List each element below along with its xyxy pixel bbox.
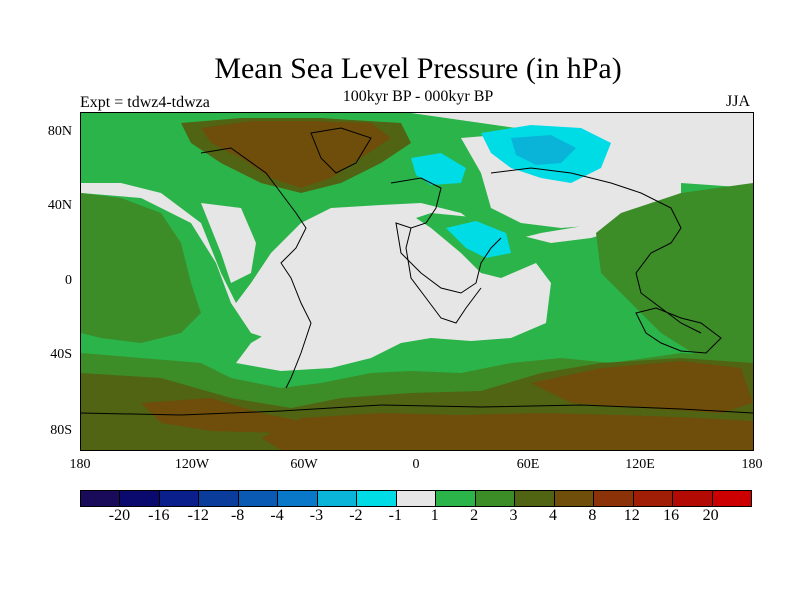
colorbar-label: -8	[230, 507, 245, 524]
y-tick-40N: 40N	[47, 198, 72, 213]
colorbar-label: -12	[187, 507, 209, 524]
colorbar-swatch	[673, 491, 713, 506]
x-tick-180e: 180	[741, 457, 763, 472]
colorbar-swatch	[436, 491, 476, 506]
colorbar-swatch	[357, 491, 397, 506]
contour-pos4-southpacific	[141, 398, 311, 433]
colorbar-label: 2	[470, 507, 479, 524]
colorbar-swatch	[238, 491, 279, 506]
colorbar-label: 8	[588, 507, 597, 524]
colorbar-label: -20	[108, 507, 131, 524]
x-tick-180w: 180	[69, 457, 91, 472]
anomaly-map	[81, 113, 753, 450]
contour-neg2-eurasia	[511, 135, 576, 165]
colorbar-label: -3	[309, 507, 324, 524]
map-subtitle: 100kyr BP - 000kyr BP	[342, 88, 494, 105]
x-tick-0: 0	[412, 457, 420, 472]
colorbar-swatch	[554, 491, 595, 506]
colorbar-label: 20	[702, 507, 719, 524]
contour-pos4-antarctic	[261, 413, 753, 450]
y-tick-80N: 80N	[47, 124, 72, 139]
colorbar-label: 12	[623, 507, 640, 524]
y-tick-80S: 80S	[50, 423, 72, 438]
season-label: JJA	[725, 93, 750, 110]
colorbar-swatch	[712, 491, 751, 506]
experiment-label: Expt = tdwz4-tdwza	[80, 94, 210, 111]
x-tick-60w: 60W	[290, 457, 318, 472]
colorbar-swatch	[159, 491, 200, 506]
colorbar-label: 16	[663, 507, 680, 524]
colorbar-swatch	[120, 491, 160, 506]
colorbar-swatch	[594, 491, 634, 506]
contour-neg1-mideast	[446, 221, 511, 258]
contour-pos2-pacific	[81, 193, 201, 343]
contour-pos4-southindian	[531, 361, 753, 413]
contour-pos4-arctic	[201, 121, 391, 188]
coastlines	[81, 127, 753, 416]
colorbar-labels: -20 -16 -12 -8 -4 -3 -2 -1 1 2 3 4 8 12 16 20	[0, 507, 800, 529]
y-tick-0: 0	[65, 273, 72, 288]
colorbar-label: 4	[548, 507, 557, 524]
map-title: Mean Sea Level Pressure (in hPa)	[214, 52, 622, 85]
colorbar-swatch	[278, 491, 318, 506]
colorbar-label: 1	[430, 507, 439, 524]
x-tick-120e: 120E	[625, 457, 655, 472]
colorbar-swatch	[475, 491, 516, 506]
colorbar-label: -16	[148, 507, 170, 524]
contour-neg1-europe	[411, 153, 466, 185]
x-tick-60e: 60E	[516, 457, 540, 472]
colorbar-swatch	[515, 491, 555, 506]
map-panel	[80, 112, 754, 451]
colorbar-swatch	[317, 491, 358, 506]
colorbar-swatch	[199, 491, 239, 506]
colorbar-label: -2	[349, 507, 363, 524]
colorbar	[80, 490, 752, 507]
colorbar-label: -4	[270, 507, 284, 524]
colorbar-label: -1	[388, 507, 402, 524]
colorbar-label: 3	[509, 507, 518, 524]
colorbar-swatch	[81, 491, 121, 506]
y-tick-40S: 40S	[50, 347, 72, 362]
contour-neutral-eastpacific	[201, 203, 256, 283]
contour-pos2-indopacific	[596, 183, 753, 363]
contour-neutral-atlantic	[236, 208, 551, 371]
colorbar-swatch	[396, 491, 437, 506]
colorbar-swatch	[633, 491, 674, 506]
x-tick-120w: 120W	[174, 457, 210, 472]
